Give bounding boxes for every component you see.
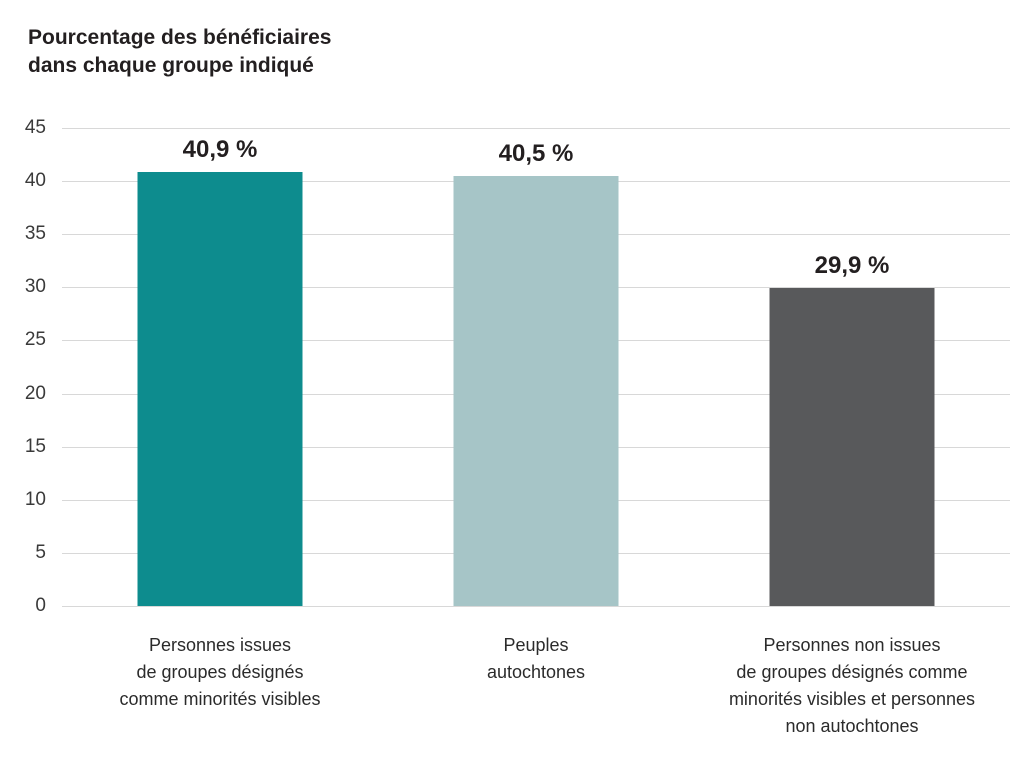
bar-slot: 29,9 % bbox=[694, 128, 1010, 606]
category-label: Peuples autochtones bbox=[378, 632, 694, 740]
y-axis: 0 5 10 15 20 25 30 35 40 45 bbox=[0, 117, 50, 616]
bar-value-label: 40,5 % bbox=[498, 139, 574, 167]
category-label-line: Personnes non issues bbox=[763, 635, 941, 655]
gridline bbox=[62, 606, 1010, 607]
x-axis-category-labels: Personnes issues de groupes désignés comme… bbox=[62, 632, 1010, 740]
chart-title-line1: Pourcentage des bénéficiaires bbox=[28, 26, 332, 49]
category-label-line: Peuples bbox=[503, 635, 569, 655]
y-tick-label: 40 bbox=[24, 170, 46, 192]
chart-title-line2: dans chaque groupe indiqué bbox=[28, 53, 314, 77]
y-tick-label: 35 bbox=[24, 223, 46, 245]
bar: 29,9 % bbox=[769, 252, 935, 606]
bar-slot: 40,9 % bbox=[62, 128, 378, 606]
category-label-line: autochtones bbox=[486, 662, 586, 682]
y-tick-label: 20 bbox=[24, 382, 46, 404]
bar-value-label: 29,9 % bbox=[814, 252, 890, 280]
bar: 40,5 % bbox=[453, 140, 619, 606]
y-tick-label: 10 bbox=[24, 488, 46, 510]
category-label: Personnes issues de groupes désignés comme… bbox=[62, 632, 378, 740]
y-tick-label: 5 bbox=[35, 541, 46, 563]
bar-slot: 40,5 % bbox=[378, 128, 694, 606]
chart-title: Pourcentage des bénéficiaires dans chaqu… bbox=[28, 24, 331, 79]
category-label-line: de groupes désignés comme bbox=[736, 662, 968, 682]
y-tick-label: 0 bbox=[35, 595, 46, 616]
y-tick-label: 25 bbox=[24, 329, 46, 351]
bar-value-label: 40,9 % bbox=[182, 135, 258, 163]
category-label-line: comme minorités visibles bbox=[119, 689, 321, 709]
category-label-line: de groupes désignés bbox=[136, 662, 304, 682]
bar-slots: 40,9 % 40,5 % 29,9 % bbox=[62, 128, 1010, 606]
gridline bbox=[62, 128, 1010, 129]
category-label-line: Personnes issues bbox=[148, 635, 292, 655]
plot-area: 40,9 % 40,5 % 29,9 % bbox=[62, 128, 1010, 607]
y-tick-label: 15 bbox=[24, 435, 46, 457]
category-label: Personnes non issues de groupes désignés … bbox=[694, 632, 1010, 740]
category-label-line: minorités visibles et personnes bbox=[728, 689, 976, 709]
bar: 40,9 % bbox=[137, 136, 303, 606]
category-label-line: non autochtones bbox=[785, 716, 919, 736]
y-tick-label: 30 bbox=[24, 276, 46, 298]
y-tick-label: 45 bbox=[24, 117, 46, 138]
